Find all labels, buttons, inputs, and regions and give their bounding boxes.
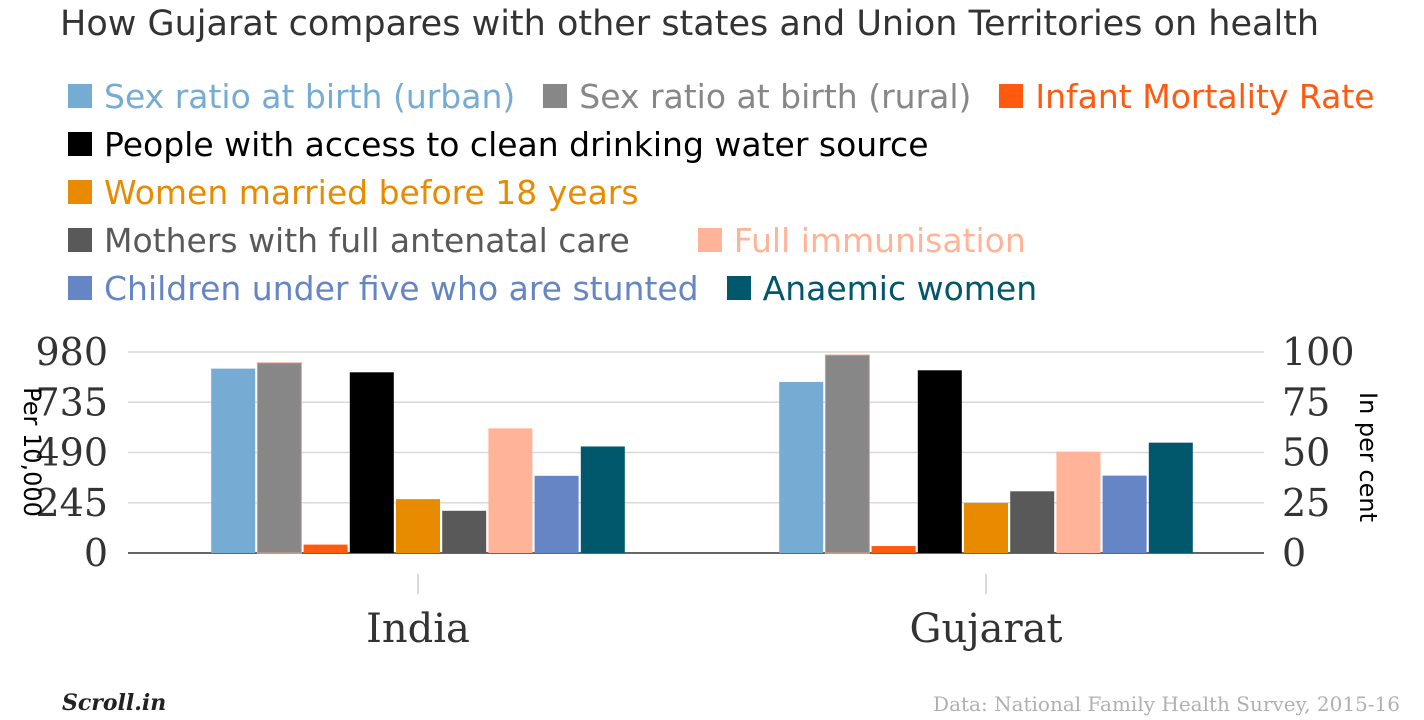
- scroll-logo: Scroll.in: [62, 690, 167, 716]
- legend-item: Infant Mortality Rate: [999, 76, 1375, 116]
- bar: [396, 499, 440, 553]
- legend-row: Sex ratio at birth (urban) Sex ratio at b…: [68, 76, 1403, 116]
- bar: [349, 372, 394, 553]
- legend-item: Full immunisation: [697, 220, 1026, 260]
- legend-swatch: [68, 276, 92, 300]
- y-right-tick-label: 0: [1282, 531, 1306, 575]
- legend-swatch: [68, 132, 92, 156]
- y-left-tick-label: 980: [35, 330, 108, 374]
- legend-swatch: [543, 84, 568, 108]
- bar: [1010, 491, 1055, 553]
- legend-label: Children under five who are stunted: [104, 268, 699, 308]
- bar: [871, 546, 916, 553]
- legend-item: Children under five who are stunted: [68, 269, 699, 308]
- chart-title: How Gujarat compares with other states a…: [60, 4, 1320, 44]
- legend-label: People with access to clean drinking wat…: [104, 124, 929, 164]
- y-left-tick-label: 245: [35, 481, 108, 525]
- legend-swatch: [68, 180, 92, 204]
- x-category-label: Gujarat: [909, 606, 1062, 652]
- bar: [824, 354, 870, 554]
- legend-swatch: [68, 228, 92, 252]
- legend-row: Women married before 18 years: [68, 172, 667, 212]
- y-right-tick-label: 75: [1282, 380, 1330, 424]
- bar: [442, 510, 487, 553]
- y-left-axis-label: Per 10,000: [18, 387, 46, 517]
- legend-item: Anaemic women: [726, 268, 1038, 308]
- bar: [1056, 451, 1101, 553]
- bar: [303, 544, 348, 553]
- y-left-tick-label: 490: [35, 431, 108, 475]
- y-right-axis-label: In per cent: [1354, 392, 1382, 522]
- legend-item: Sex ratio at birth (rural): [543, 77, 971, 116]
- legend-swatch: [68, 84, 92, 108]
- y-right-tick-label: 100: [1282, 330, 1355, 374]
- legend-label: Women married before 18 years: [104, 172, 639, 212]
- legend-label: Sex ratio at birth (rural): [579, 76, 972, 116]
- legend-row: Mothers with full antenatal care Full imm…: [68, 220, 1054, 260]
- legend-item: Mothers with full antenatal care: [68, 221, 630, 260]
- bar: [211, 368, 256, 553]
- legend-label: Full immunisation: [733, 220, 1026, 260]
- bar: [779, 381, 824, 553]
- legend-row: People with access to clean drinking wat…: [68, 124, 957, 164]
- y-right-tick-label: 25: [1282, 481, 1330, 525]
- source-note: Data: National Family Health Survey, 201…: [933, 692, 1400, 716]
- legend-row: Children under five who are stunted Anaem…: [68, 268, 1065, 308]
- bar: [1148, 442, 1193, 553]
- bar: [580, 446, 625, 553]
- x-category-label: India: [366, 606, 470, 652]
- legend-item: Women married before 18 years: [68, 173, 639, 212]
- legend-swatch: [999, 84, 1024, 108]
- legend-label: Infant Mortality Rate: [1035, 76, 1375, 116]
- bar: [964, 502, 1008, 553]
- legend-swatch: [697, 228, 722, 252]
- legend-swatch: [726, 276, 751, 300]
- bar: [917, 370, 962, 553]
- legend-label: Sex ratio at birth (urban): [104, 76, 516, 116]
- legend-item: People with access to clean drinking wat…: [68, 125, 929, 164]
- y-right-tick-label: 50: [1282, 431, 1330, 475]
- y-left-tick-label: 0: [84, 531, 108, 575]
- bar: [534, 475, 579, 553]
- legend-item: Sex ratio at birth (urban): [68, 77, 515, 116]
- bar: [1102, 475, 1147, 553]
- bar: [256, 362, 302, 554]
- bar: [488, 428, 533, 553]
- legend-label: Anaemic women: [762, 268, 1038, 308]
- legend-label: Mothers with full antenatal care: [104, 220, 630, 260]
- y-left-tick-label: 735: [35, 380, 108, 424]
